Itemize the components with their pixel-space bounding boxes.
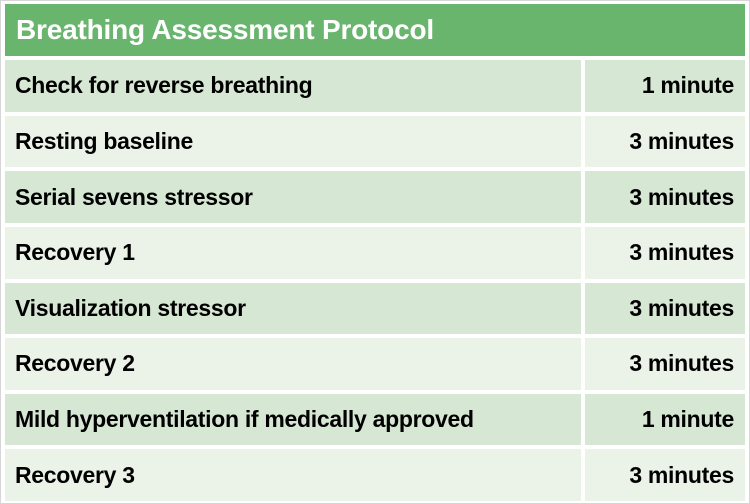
activity-cell: Recovery 1 (5, 226, 581, 279)
duration-cell: 3 minutes (585, 171, 745, 223)
duration-cell: 3 minutes (585, 115, 745, 168)
table-row: Serial sevens stressor 3 minutes (5, 171, 745, 223)
duration-cell: 3 minutes (585, 338, 745, 390)
duration-cell: 3 minutes (585, 449, 745, 501)
activity-cell: Serial sevens stressor (5, 171, 581, 223)
table-row: Recovery 3 3 minutes (5, 449, 745, 501)
table-row: Recovery 1 3 minutes (5, 226, 745, 279)
duration-cell: 3 minutes (585, 226, 745, 279)
activity-cell: Recovery 3 (5, 449, 581, 501)
duration-cell: 3 minutes (585, 282, 745, 335)
table-title: Breathing Assessment Protocol (16, 14, 434, 45)
activity-cell: Visualization stressor (5, 282, 581, 335)
table-header-bar: Breathing Assessment Protocol (5, 4, 745, 56)
activity-cell: Mild hyperventilation if medically appro… (5, 393, 581, 446)
table-body: Check for reverse breathing 1 minute Res… (5, 60, 745, 501)
table-row: Check for reverse breathing 1 minute (5, 60, 745, 112)
table-row: Resting baseline 3 minutes (5, 115, 745, 168)
table-row: Visualization stressor 3 minutes (5, 282, 745, 335)
duration-cell: 1 minute (585, 60, 745, 112)
activity-cell: Resting baseline (5, 115, 581, 168)
duration-cell: 1 minute (585, 393, 745, 446)
table-row: Mild hyperventilation if medically appro… (5, 393, 745, 446)
table-row: Recovery 2 3 minutes (5, 338, 745, 390)
activity-cell: Check for reverse breathing (5, 60, 581, 112)
activity-cell: Recovery 2 (5, 338, 581, 390)
